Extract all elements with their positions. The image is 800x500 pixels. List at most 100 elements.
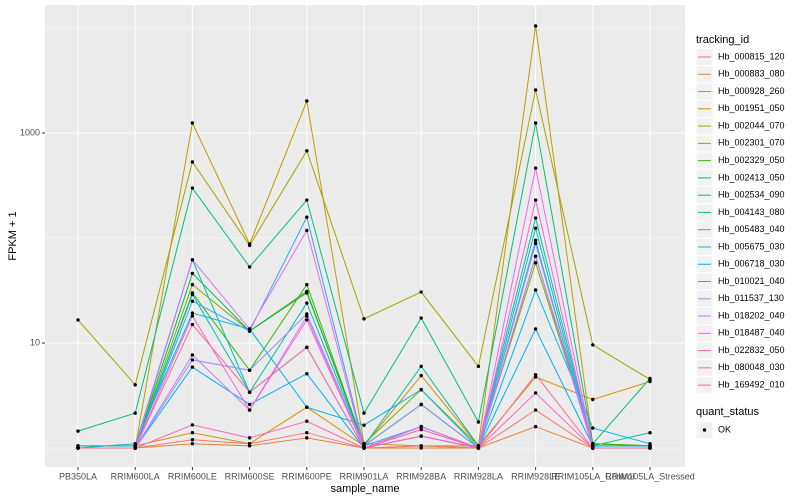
data-point — [362, 446, 366, 450]
legend-label: Hb_169492_010 — [718, 380, 785, 390]
data-point — [419, 424, 423, 429]
data-point — [533, 121, 538, 125]
data-point — [533, 327, 538, 331]
data-point — [305, 345, 309, 350]
data-point — [648, 446, 652, 450]
data-point — [247, 408, 252, 412]
data-point — [591, 343, 595, 347]
data-point — [533, 166, 538, 170]
legend-label: Hb_000815_120 — [718, 51, 785, 61]
data-point — [190, 271, 195, 276]
y-tick-label: 10 — [30, 337, 40, 347]
data-point — [305, 289, 309, 294]
x-axis-title: sample_name — [330, 483, 399, 495]
data-point — [533, 254, 538, 258]
data-point — [305, 436, 309, 440]
data-point — [133, 446, 137, 450]
legend: Hb_000815_120 Hb_000883_080 Hb_000928_260 H… — [695, 48, 785, 439]
legend-label: Hb_001951_050 — [718, 103, 785, 113]
data-point — [305, 282, 309, 287]
legend-label: Hb_002044_070 — [718, 120, 785, 130]
data-point — [305, 372, 309, 376]
data-point — [476, 420, 481, 424]
data-point — [476, 446, 481, 450]
legend-label: Hb_080048_030 — [718, 362, 785, 372]
data-point — [76, 318, 80, 322]
data-point — [190, 292, 195, 297]
data-point — [648, 431, 652, 435]
data-point — [76, 429, 80, 433]
data-point — [305, 198, 309, 202]
axes: 10 1000 PB350LA RRIM600LA RRIM600LE RRIM600SE… — [20, 127, 695, 481]
data-point — [419, 434, 423, 438]
legend-label: Hb_006718_030 — [718, 259, 785, 269]
data-point — [533, 391, 538, 395]
data-point — [305, 301, 309, 305]
legend-title: tracking_id — [696, 34, 749, 46]
data-point — [247, 442, 252, 446]
data-point — [419, 444, 423, 448]
data-point — [533, 408, 538, 412]
data-point — [533, 226, 538, 230]
data-point — [591, 446, 595, 450]
y-tick-label: 1000 — [20, 127, 40, 137]
data-point — [419, 427, 423, 432]
data-point — [247, 243, 252, 248]
data-point — [247, 327, 252, 331]
point-legend-title: quant_status — [696, 406, 759, 418]
data-point — [190, 282, 195, 287]
data-point — [476, 364, 481, 369]
data-point — [305, 405, 309, 409]
legend-label: Hb_005483_040 — [718, 224, 785, 234]
data-point — [591, 397, 595, 402]
x-tick-label: PB350LA — [59, 471, 97, 481]
x-tick-label: RRIM600SE — [225, 471, 275, 481]
x-tick-label: RRIM105LA_Control — [551, 471, 634, 481]
x-tick-label: RRIM901LA — [339, 471, 388, 481]
legend-label: Hb_002329_050 — [718, 155, 785, 165]
data-point — [419, 316, 423, 320]
data-point — [190, 423, 195, 427]
data-point — [305, 228, 309, 233]
data-point — [247, 390, 252, 394]
legend-label: Hb_018487_040 — [718, 328, 785, 338]
data-point — [533, 238, 538, 243]
data-point — [247, 368, 252, 372]
data-point — [247, 436, 252, 440]
data-point — [190, 258, 195, 262]
data-point — [190, 311, 195, 315]
data-point — [533, 241, 538, 246]
x-tick-label: RRIM928LE — [511, 471, 560, 481]
legend-label: Hb_002413_050 — [718, 172, 785, 182]
data-point — [591, 426, 595, 430]
legend-label: OK — [718, 424, 731, 434]
data-point — [133, 442, 137, 446]
legend-label: Hb_002301_070 — [718, 138, 785, 148]
data-point — [533, 216, 538, 220]
data-point — [305, 149, 309, 153]
data-point — [190, 431, 195, 435]
x-tick-label: RRIM928LA — [454, 471, 503, 481]
data-point — [533, 24, 538, 28]
legend-label: Hb_004143_080 — [718, 207, 785, 217]
data-point — [247, 265, 252, 269]
legend-label: Hb_002534_090 — [718, 190, 785, 200]
data-point — [533, 372, 538, 377]
data-point — [190, 322, 195, 327]
legend-point — [702, 428, 707, 432]
data-point — [419, 387, 423, 392]
data-point — [648, 376, 652, 381]
x-tick-label: RRIM600LE — [168, 471, 217, 481]
legend-label: Hb_018202_040 — [718, 310, 785, 320]
data-point — [362, 411, 366, 415]
data-point — [533, 424, 538, 429]
data-point — [190, 314, 195, 318]
data-point — [305, 431, 309, 435]
data-point — [533, 88, 538, 92]
data-point — [362, 423, 366, 427]
data-point — [419, 290, 423, 294]
data-point — [190, 299, 195, 303]
legend-label: Hb_000928_260 — [718, 86, 785, 96]
data-point — [305, 99, 309, 103]
